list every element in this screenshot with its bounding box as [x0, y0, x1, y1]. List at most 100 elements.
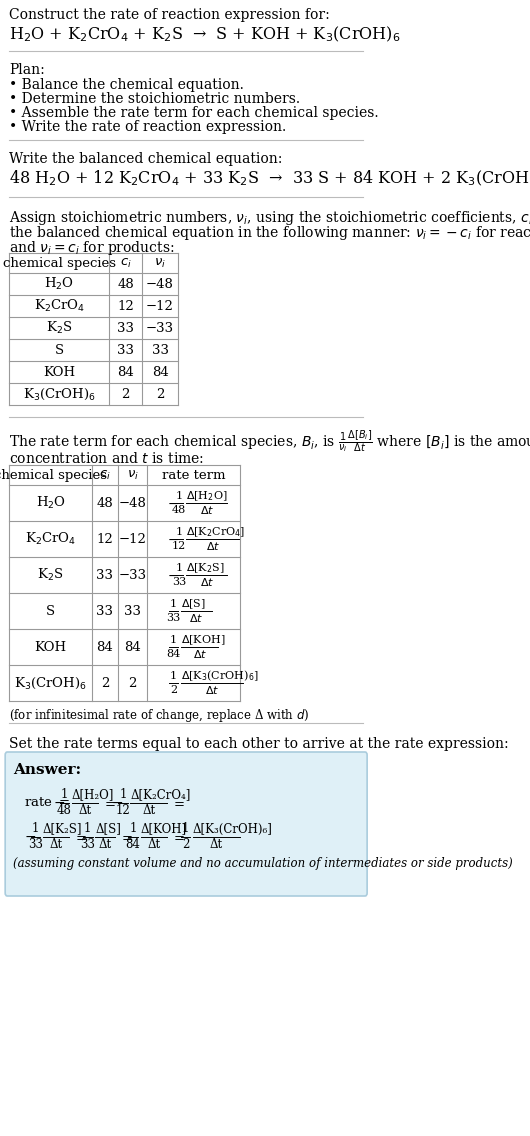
Text: 12: 12 [116, 804, 130, 818]
Text: $=$: $=$ [73, 830, 87, 844]
Text: $=$: $=$ [171, 830, 185, 844]
Text: S: S [55, 343, 64, 357]
Text: 12: 12 [172, 541, 186, 551]
Text: Δ[H₂O]: Δ[H₂O] [72, 788, 114, 802]
Text: 84: 84 [96, 641, 113, 653]
Text: H$_2$O: H$_2$O [36, 495, 66, 511]
Text: $-$: $-$ [167, 533, 179, 545]
Text: 48: 48 [96, 496, 113, 510]
Text: 33: 33 [117, 343, 134, 357]
Text: 33: 33 [152, 343, 169, 357]
Text: 48: 48 [57, 804, 72, 818]
Text: 1: 1 [170, 599, 177, 609]
Text: −33: −33 [118, 568, 146, 582]
Text: 84: 84 [117, 366, 134, 378]
Text: $\Delta$[S]: $\Delta$[S] [181, 598, 206, 611]
Text: 84: 84 [152, 366, 169, 378]
Text: • Balance the chemical equation.: • Balance the chemical equation. [10, 78, 244, 92]
Text: 2: 2 [170, 685, 177, 695]
Text: Plan:: Plan: [10, 62, 45, 77]
Text: • Assemble the rate term for each chemical species.: • Assemble the rate term for each chemic… [10, 106, 379, 120]
Text: 2: 2 [156, 387, 164, 401]
Text: 2: 2 [128, 677, 137, 690]
Text: chemical species: chemical species [3, 257, 116, 269]
Text: 33: 33 [124, 604, 141, 618]
Text: Δt: Δt [78, 804, 92, 818]
Text: 48: 48 [172, 506, 186, 515]
Text: Write the balanced chemical equation:: Write the balanced chemical equation: [10, 152, 282, 166]
Text: • Write the rate of reaction expression.: • Write the rate of reaction expression. [10, 120, 287, 134]
Text: K$_3$(CrOH)$_6$: K$_3$(CrOH)$_6$ [14, 676, 87, 691]
Text: $\Delta t$: $\Delta t$ [190, 612, 204, 624]
Text: H$_2$O + K$_2$CrO$_4$ + K$_2$S  →  S + KOH + K$_3$(CrOH)$_6$: H$_2$O + K$_2$CrO$_4$ + K$_2$S → S + KOH… [10, 25, 401, 44]
Text: 1: 1 [84, 822, 92, 835]
Text: and $\nu_i = c_i$ for products:: and $\nu_i = c_i$ for products: [10, 239, 175, 257]
Text: 1: 1 [60, 788, 68, 802]
Text: 1: 1 [175, 527, 182, 537]
Text: $\Delta$[KOH]: $\Delta$[KOH] [181, 633, 225, 646]
Text: 33: 33 [96, 604, 113, 618]
Text: the balanced chemical equation in the following manner: $\nu_i = -c_i$ for react: the balanced chemical equation in the fo… [10, 224, 530, 242]
Text: Set the rate terms equal to each other to arrive at the rate expression:: Set the rate terms equal to each other t… [10, 737, 509, 751]
Text: 2: 2 [182, 838, 189, 852]
Text: (for infinitesimal rate of change, replace Δ with $d$): (for infinitesimal rate of change, repla… [10, 707, 310, 724]
Text: −: − [54, 796, 65, 810]
Text: 33: 33 [117, 321, 134, 334]
Text: H$_2$O: H$_2$O [44, 276, 74, 292]
Text: $-$: $-$ [167, 496, 179, 510]
Text: (assuming constant volume and no accumulation of intermediates or side products): (assuming constant volume and no accumul… [13, 857, 513, 870]
Text: 1: 1 [175, 563, 182, 573]
Text: 84: 84 [126, 838, 140, 852]
Text: 33: 33 [172, 577, 186, 587]
Text: 48 H$_2$O + 12 K$_2$CrO$_4$ + 33 K$_2$S  →  33 S + 84 KOH + 2 K$_3$(CrOH)$_6$: 48 H$_2$O + 12 K$_2$CrO$_4$ + 33 K$_2$S … [10, 169, 530, 189]
Text: Δt: Δt [99, 838, 111, 852]
Text: 33: 33 [80, 838, 95, 852]
Text: 33: 33 [28, 838, 43, 852]
Text: Δ[K₂CrO₄]: Δ[K₂CrO₄] [130, 788, 191, 802]
Text: Δ[K₂S]: Δ[K₂S] [43, 822, 83, 835]
Text: $\nu_i$: $\nu_i$ [127, 468, 138, 482]
Text: $\Delta t$: $\Delta t$ [200, 576, 214, 588]
FancyBboxPatch shape [5, 752, 367, 896]
Text: 2: 2 [121, 387, 130, 401]
Text: KOH: KOH [43, 366, 75, 378]
Text: $=$: $=$ [171, 796, 185, 810]
Text: Δt: Δt [210, 838, 223, 852]
Text: $=$: $=$ [119, 830, 133, 844]
Text: 33: 33 [96, 568, 113, 582]
Text: 48: 48 [117, 277, 134, 291]
Text: 12: 12 [96, 533, 113, 545]
Text: Δ[S]: Δ[S] [95, 822, 121, 835]
Text: −33: −33 [146, 321, 174, 334]
Text: • Determine the stoichiometric numbers.: • Determine the stoichiometric numbers. [10, 92, 301, 106]
Text: 84: 84 [124, 641, 141, 653]
Text: Δt: Δt [49, 838, 63, 852]
Text: $\Delta t$: $\Delta t$ [192, 648, 207, 660]
Text: 84: 84 [166, 649, 181, 659]
Text: K$_2$S: K$_2$S [46, 320, 73, 336]
Text: 1: 1 [182, 822, 189, 835]
Text: Δt: Δt [147, 838, 161, 852]
Text: −48: −48 [119, 496, 146, 510]
Text: −48: −48 [146, 277, 174, 291]
Text: $\Delta$[K$_2$S]: $\Delta$[K$_2$S] [187, 561, 225, 575]
Text: $\Delta$[K$_2$CrO$_4$]: $\Delta$[K$_2$CrO$_4$] [187, 525, 246, 538]
Text: 1: 1 [32, 822, 39, 835]
Text: concentration and $t$ is time:: concentration and $t$ is time: [10, 451, 205, 466]
Text: 12: 12 [117, 300, 134, 312]
Text: 33: 33 [166, 613, 181, 623]
Text: chemical species: chemical species [0, 468, 107, 482]
Text: S: S [46, 604, 55, 618]
Text: Δ[K₃(CrOH)₆]: Δ[K₃(CrOH)₆] [193, 822, 273, 835]
Text: Assign stoichiometric numbers, $\nu_i$, using the stoichiometric coefficients, $: Assign stoichiometric numbers, $\nu_i$, … [10, 209, 530, 227]
Text: $\Delta t$: $\Delta t$ [200, 504, 214, 516]
Text: KOH: KOH [34, 641, 67, 653]
Text: $c_i$: $c_i$ [120, 257, 131, 269]
Text: 1: 1 [175, 491, 182, 501]
Text: −: − [24, 830, 36, 844]
Text: K$_2$CrO$_4$: K$_2$CrO$_4$ [25, 531, 76, 548]
Text: $c_i$: $c_i$ [99, 468, 111, 482]
Text: $\nu_i$: $\nu_i$ [154, 257, 166, 269]
Text: The rate term for each chemical species, $B_i$, is $\frac{1}{\nu_i}\frac{\Delta[: The rate term for each chemical species,… [10, 429, 530, 456]
Text: 1: 1 [170, 671, 177, 680]
